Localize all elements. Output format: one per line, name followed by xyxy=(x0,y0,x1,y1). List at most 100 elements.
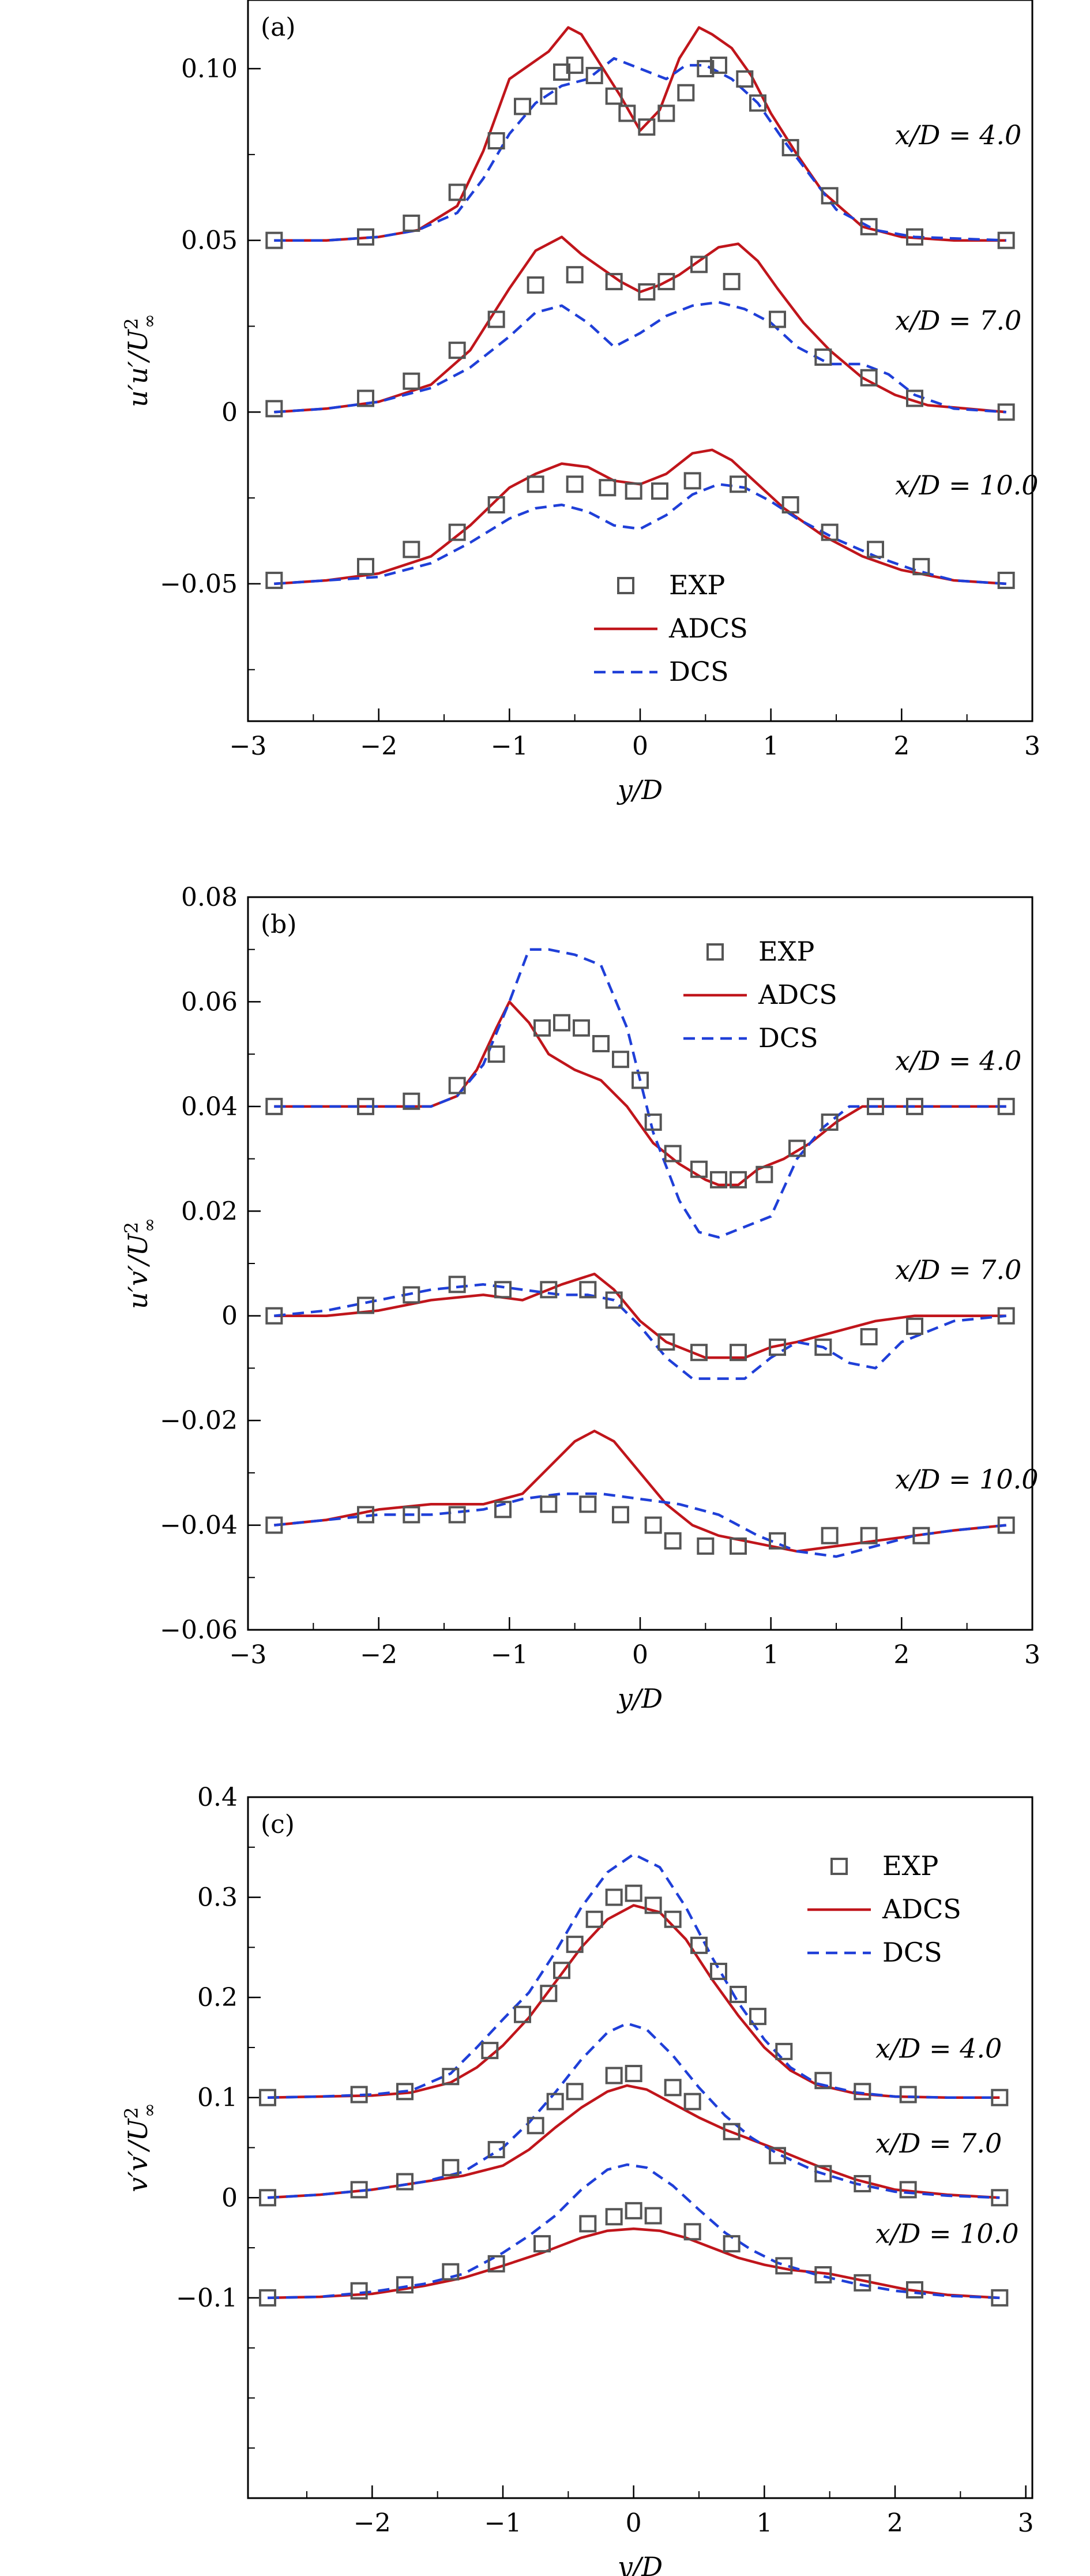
exp-data-point xyxy=(605,2208,623,2226)
exp-data-point xyxy=(265,1516,283,1534)
legend: EXP ADCS DCS xyxy=(594,569,748,687)
y-tick-label: −0.06 xyxy=(160,1615,238,1645)
y-axis-label: u′v′/U2∞ xyxy=(121,1218,160,1309)
exp-data-point xyxy=(605,1888,623,1906)
exp-data-point xyxy=(781,496,799,513)
exp-data-point xyxy=(991,2088,1009,2106)
exp-data-point xyxy=(860,1527,878,1544)
exp-data-point xyxy=(697,1537,715,1555)
exp-data-point xyxy=(756,1165,773,1183)
exp-data-point xyxy=(514,2005,531,2023)
exp-data-point xyxy=(997,231,1015,249)
exp-data-point xyxy=(259,2289,276,2307)
legend: EXP ADCS DCS xyxy=(683,936,837,1053)
exp-data-point xyxy=(788,1139,806,1157)
x-tick-label: −2 xyxy=(354,2508,391,2538)
legend-exp-marker xyxy=(830,1858,848,1875)
exp-data-point xyxy=(566,266,584,284)
exp-data-point xyxy=(566,57,584,74)
legend: EXP ADCS DCS xyxy=(807,1850,961,1968)
exp-data-point xyxy=(644,1113,662,1131)
adcs-series-line xyxy=(274,1272,1006,1359)
exp-data-point xyxy=(553,1014,570,1032)
exp-data-point xyxy=(487,1045,505,1063)
exp-data-point xyxy=(599,479,617,497)
x-axis-label: y/D xyxy=(617,774,663,805)
dcs-series-line xyxy=(274,57,1006,242)
exp-data-point xyxy=(579,2215,597,2233)
exp-data-point xyxy=(683,472,701,490)
exp-data-point xyxy=(487,496,505,513)
x-tick-label: −1 xyxy=(491,1640,528,1670)
exp-data-point xyxy=(683,2223,701,2241)
dcs-series-line xyxy=(274,301,1006,414)
x-tick-label: 0 xyxy=(632,1640,648,1670)
exp-data-point xyxy=(481,2042,499,2060)
y-tick-label: 0 xyxy=(221,398,238,427)
y-tick-label: −0.02 xyxy=(160,1406,238,1435)
exp-data-point xyxy=(625,482,642,500)
exp-data-point xyxy=(265,1307,283,1325)
exp-data-point xyxy=(592,1035,610,1052)
curve-annotation: x/D = 10.0 xyxy=(895,470,1039,501)
exp-data-point xyxy=(906,2281,923,2298)
exp-data-point xyxy=(487,310,505,328)
curve-annotation: x/D = 4.0 xyxy=(875,2033,1002,2064)
exp-data-point xyxy=(710,57,727,74)
exp-data-point xyxy=(605,1291,623,1309)
x-tick-label: 3 xyxy=(1024,1640,1040,1670)
exp-data-point xyxy=(585,66,603,84)
exp-data-point xyxy=(540,1281,558,1299)
exp-data-point xyxy=(906,389,923,407)
exp-data-point xyxy=(690,1160,708,1178)
exp-data-point xyxy=(854,2083,871,2101)
y-tick-label: 0.1 xyxy=(197,2083,238,2113)
y-tick-label: 0.02 xyxy=(181,1197,238,1226)
exp-data-point xyxy=(730,1985,747,2003)
exp-data-point xyxy=(723,2235,741,2253)
exp-data-point xyxy=(677,84,695,102)
exp-data-point xyxy=(605,2067,623,2084)
y-tick-label: 0 xyxy=(221,2183,238,2213)
x-tick-label: 0 xyxy=(632,732,648,761)
exp-data-point xyxy=(259,2088,276,2106)
exp-data-point xyxy=(814,2072,832,2090)
exp-data-point xyxy=(644,1896,662,1914)
exp-data-point xyxy=(814,2266,832,2283)
exp-data-point xyxy=(540,1985,558,2003)
exp-data-point xyxy=(494,1281,512,1299)
exp-data-point xyxy=(697,60,715,78)
chart-panel-1: −3 −2 −1 0 1 2 3 −0.05 0 0.05 0.10 y/D u′u′/U2∞ (a) x/… xyxy=(121,0,1040,805)
exp-data-point xyxy=(553,1962,570,1979)
exp-data-point xyxy=(651,482,668,500)
exp-data-point xyxy=(690,1344,708,1362)
dcs-series-line xyxy=(274,1283,1006,1380)
y-tick-label: 0.08 xyxy=(181,883,238,912)
exp-data-point xyxy=(579,1281,597,1299)
exp-data-point xyxy=(350,2282,368,2300)
y-tick-label: −0.05 xyxy=(160,569,238,599)
exp-data-point xyxy=(657,273,675,291)
plot-frame xyxy=(247,0,1033,722)
exp-data-point xyxy=(585,1910,603,1928)
exp-data-point xyxy=(612,1506,629,1524)
adcs-series-line xyxy=(274,235,1006,414)
exp-data-point xyxy=(265,571,283,589)
exp-data-point xyxy=(487,2255,505,2273)
y-tick-label: 0.05 xyxy=(181,226,238,256)
x-tick-label: 1 xyxy=(763,1640,779,1670)
exp-data-point xyxy=(357,1097,374,1115)
exp-data-point xyxy=(906,228,923,246)
exp-data-point xyxy=(769,2147,786,2165)
x-tick-label: −3 xyxy=(230,732,267,761)
exp-data-point xyxy=(357,558,374,576)
exp-data-point xyxy=(448,523,466,541)
exp-data-point xyxy=(573,1019,590,1037)
x-tick-label: 2 xyxy=(893,1640,909,1670)
curve-annotation: x/D = 7.0 xyxy=(895,1254,1021,1285)
legend-exp-label: EXP xyxy=(669,569,725,601)
legend-dcs-label: DCS xyxy=(669,656,729,687)
curve-annotation: x/D = 10.0 xyxy=(895,1464,1039,1495)
exp-data-point xyxy=(775,2257,793,2275)
